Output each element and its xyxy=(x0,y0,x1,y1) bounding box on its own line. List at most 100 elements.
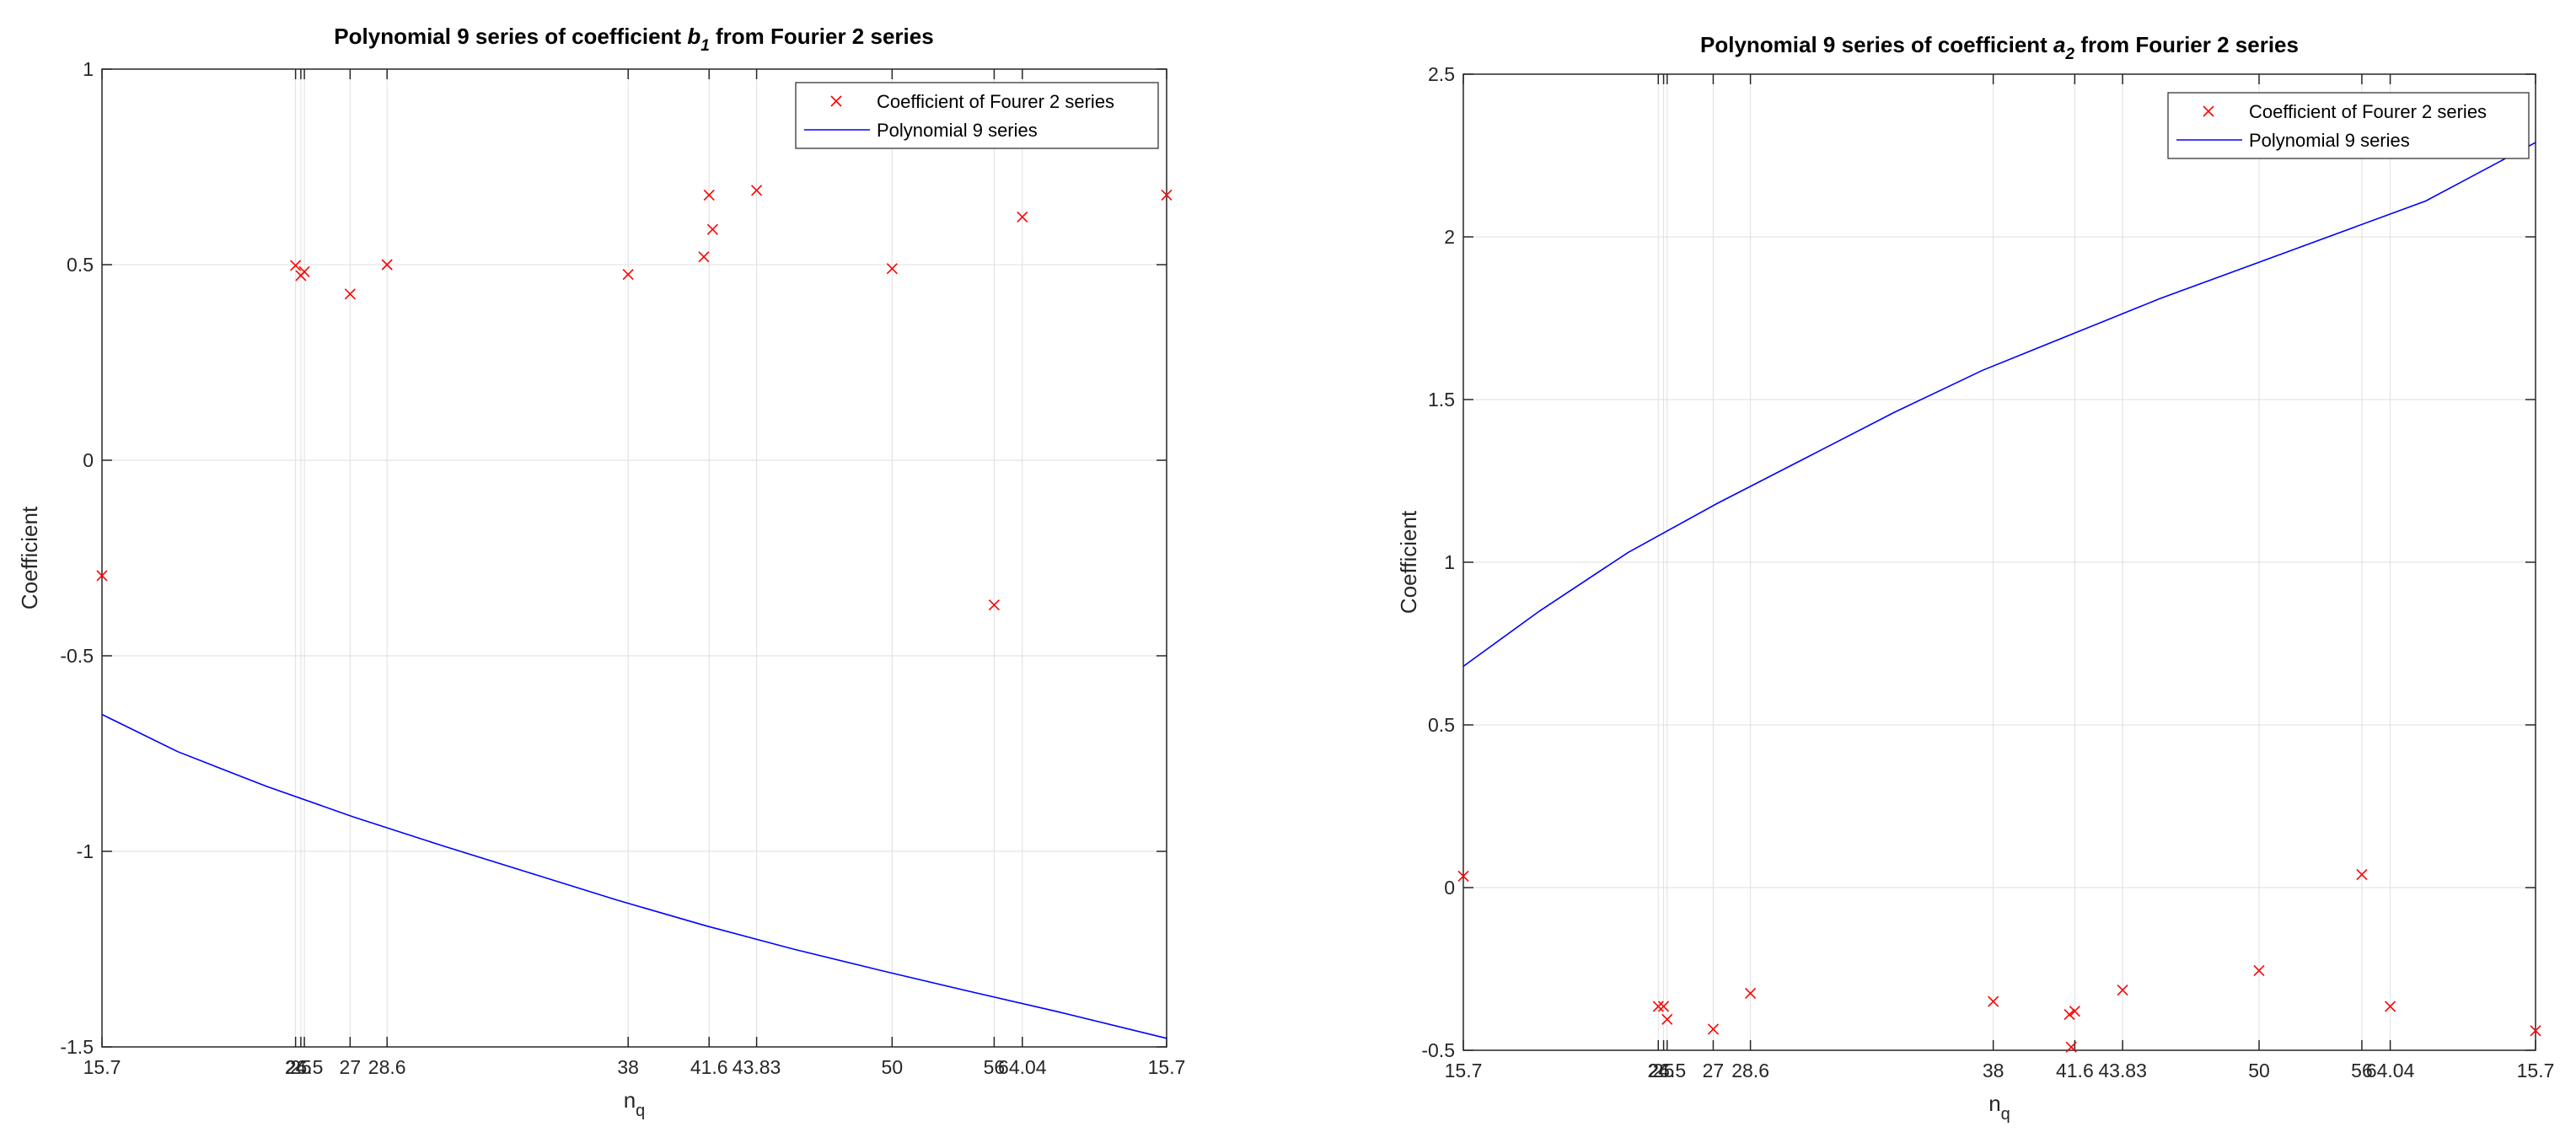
data-point xyxy=(703,189,715,201)
legend-box xyxy=(795,82,1159,149)
title-symbol: a xyxy=(2053,32,2065,57)
y-tick-label: 1 xyxy=(1444,551,1455,573)
x-axis-label: nq xyxy=(1988,1091,2010,1124)
x-tick-label: 38 xyxy=(617,1056,639,1078)
chart-title: Polynomial 9 series of coefficient a2 fr… xyxy=(1700,32,2299,63)
x-tick-label: 50 xyxy=(882,1056,904,1078)
x-tick-label: 56 xyxy=(984,1056,1006,1078)
x-tick-label: 38 xyxy=(1983,1060,2004,1081)
x-label-main: n xyxy=(624,1087,636,1113)
y-tick-label: -0.5 xyxy=(1421,1039,1455,1061)
y-tick-label: 1 xyxy=(83,58,94,80)
legend-label: Polynomial 9 series xyxy=(2249,130,2410,151)
x-tick-label: 43.83 xyxy=(2098,1060,2147,1081)
legend: Coefficient of Fourer 2 series Polynomial… xyxy=(2167,92,2530,159)
axes-box xyxy=(101,68,1167,1048)
y-tick-label: 0.5 xyxy=(1428,714,1455,736)
title-suffix: from Fourier 2 series xyxy=(2074,32,2299,57)
series-line xyxy=(1462,142,2536,668)
title-subscript: 1 xyxy=(700,37,710,55)
data-point xyxy=(1457,870,1469,883)
x-tick-label: 24 xyxy=(285,1056,307,1078)
data-point xyxy=(698,251,710,263)
data-point xyxy=(344,288,356,300)
data-point xyxy=(622,269,634,281)
legend-marker-swatch xyxy=(830,95,842,107)
y-tick-label: 0.5 xyxy=(67,254,94,276)
x-tick-label: 15.7 xyxy=(1148,1056,1186,1078)
title-suffix: from Fourier 2 series xyxy=(710,24,934,49)
legend-label: Coefficient of Fourer 2 series xyxy=(877,91,1114,112)
title-prefix: Polynomial 9 series of coefficient xyxy=(1700,32,2053,57)
x-tick-label: 26.5 xyxy=(286,1056,324,1078)
data-point xyxy=(2530,1025,2541,1037)
series-markers xyxy=(1457,868,2541,1053)
data-point xyxy=(1745,987,1757,1000)
x-tick-label: 28.6 xyxy=(1731,1060,1769,1081)
data-point xyxy=(2356,868,2368,881)
y-axis-label: Coefficient xyxy=(1396,510,1421,614)
x-axis-label: nq xyxy=(624,1087,646,1120)
y-tick-label: 2 xyxy=(1444,226,1455,248)
x-tick-label: 56 xyxy=(2351,1060,2373,1081)
data-point xyxy=(706,223,718,235)
legend-label: Polynomial 9 series xyxy=(877,120,1038,141)
title-prefix: Polynomial 9 series of coefficient xyxy=(334,24,687,49)
series-line xyxy=(101,713,1167,1039)
data-point xyxy=(988,599,1000,611)
y-axis-label: Coefficient xyxy=(17,506,42,609)
y-tick-label: 0 xyxy=(83,449,94,471)
x-tick-label: 25 xyxy=(1653,1060,1675,1081)
x-label-sub: q xyxy=(636,1102,645,1120)
data-point xyxy=(96,570,108,582)
x-label-sub: q xyxy=(2001,1105,2010,1124)
data-point xyxy=(2065,1041,2077,1053)
x-tick-label: 26.5 xyxy=(1648,1060,1686,1081)
data-point xyxy=(1707,1023,1720,1035)
y-tick-label: -1.5 xyxy=(60,1036,94,1058)
series-markers xyxy=(96,185,1173,611)
data-point xyxy=(2117,985,2128,996)
y-ticks: 2.5 2 1.5 1 0.5 0 -0.5 xyxy=(1421,63,2536,1061)
x-tick-label: 15.7 xyxy=(83,1056,121,1078)
y-tick-label: 0 xyxy=(1444,877,1455,899)
data-point xyxy=(1658,1001,1670,1012)
legend-label: Coefficient of Fourer 2 series xyxy=(2249,101,2487,122)
chart-panel-right: 2.5 2 1.5 1 0.5 0 -0.5 15.7 24 25 26.5 27 28.6 38 41.6… xyxy=(1288,0,2576,1139)
data-point xyxy=(886,263,898,275)
data-point xyxy=(1652,1001,1664,1012)
x-tick-label: 25 xyxy=(290,1056,312,1078)
y-tick-label: 1.5 xyxy=(1428,389,1455,411)
x-tick-label: 41.6 xyxy=(690,1056,728,1078)
y-ticks: 1 0.5 0 -0.5 -1 -1.5 xyxy=(60,58,1167,1058)
x-tick-label: 28.6 xyxy=(368,1056,406,1078)
data-point xyxy=(2069,1006,2080,1017)
data-point xyxy=(2385,1001,2396,1012)
data-point xyxy=(1988,995,1999,1007)
title-symbol: b xyxy=(687,24,700,49)
x-tick-label: 50 xyxy=(2248,1060,2270,1081)
x-tick-label: 43.83 xyxy=(733,1056,781,1078)
data-point xyxy=(2063,1008,2075,1021)
polynomial-curve xyxy=(101,713,1167,1039)
data-point xyxy=(1661,1013,1673,1025)
data-point xyxy=(298,266,310,277)
data-point xyxy=(1017,211,1028,223)
x-tick-label: 27 xyxy=(340,1056,362,1078)
plot-area xyxy=(102,69,1167,1047)
y-tick-label: -0.5 xyxy=(60,645,94,667)
x-tick-label: 15.7 xyxy=(2517,1060,2555,1081)
y-tick-label: 2.5 xyxy=(1428,63,1455,85)
data-point xyxy=(1161,189,1173,201)
legend-box xyxy=(2167,92,2530,159)
title-subscript: 2 xyxy=(2065,46,2075,63)
data-point xyxy=(2253,964,2265,976)
chart-title: Polynomial 9 series of coefficient b1 fr… xyxy=(334,24,933,55)
y-tick-label: -1 xyxy=(77,840,94,862)
data-point xyxy=(751,185,763,196)
x-tick-label: 64.04 xyxy=(998,1056,1047,1078)
